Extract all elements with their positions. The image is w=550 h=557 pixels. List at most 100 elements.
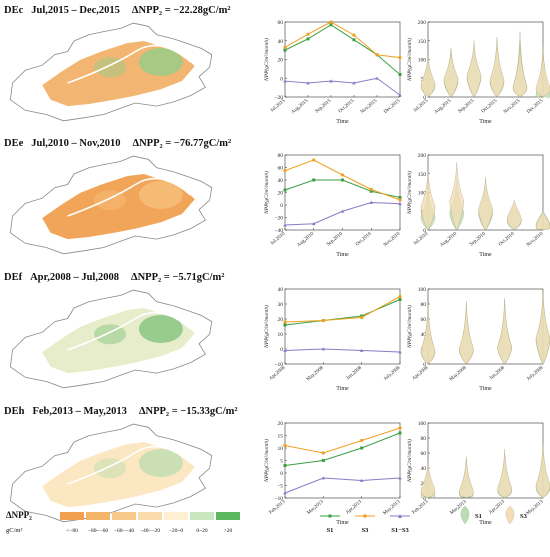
- point-S3: [369, 187, 373, 191]
- violin-xtick-label: Jun,2008: [489, 365, 507, 381]
- violin-ytick-label: 100: [418, 287, 427, 293]
- point-S1: [283, 188, 287, 192]
- line-xlabel: Time: [336, 119, 349, 125]
- line-ytick-label: 10: [278, 332, 284, 338]
- line-frame: [284, 288, 401, 365]
- violin-S3: [466, 40, 482, 98]
- point-diff: [283, 223, 287, 227]
- series-line-S3: [284, 296, 401, 323]
- line-xlabel: Time: [336, 520, 349, 526]
- line-ytick-label: 0: [280, 203, 283, 209]
- violin-chart-DEf: 020406080100Apr,2008May,2008Jun,2008July…: [406, 287, 550, 392]
- map-patch: [94, 324, 126, 345]
- point-S3: [283, 169, 287, 173]
- violin-xtick-label: Oct,2015: [481, 98, 499, 114]
- point-diff: [321, 476, 326, 480]
- panel-row-DEe: DEe Jul,2010 – Nov,2010 ΔNPP₂ = −76.77gC/m…: [4, 138, 550, 258]
- violin-xtick-label: Apr,2013: [488, 499, 506, 515]
- map-DEe: [9, 155, 213, 255]
- line-frame: [284, 154, 401, 231]
- violin-ytick-label: 60: [421, 317, 427, 323]
- violin-S3: [512, 40, 528, 98]
- panel-code: DEe: [4, 138, 24, 149]
- line-xlabel: Time: [336, 386, 349, 392]
- violin-xtick-label: Nov,2010: [526, 231, 545, 248]
- point-diff: [283, 491, 287, 495]
- violin-S3: [420, 461, 436, 499]
- map-DEh: [9, 423, 213, 523]
- line-xtick-label: Apr,2013: [345, 499, 363, 515]
- violin-chart-DEc: 050100150200Jul,2015Aug,2015Sep,2015Oct,…: [406, 20, 550, 125]
- map-patch: [94, 458, 126, 479]
- point-S1: [283, 48, 287, 52]
- map-river: [67, 311, 192, 351]
- violin-xlabel: Time: [479, 119, 492, 125]
- map-patch: [94, 190, 126, 211]
- line-xtick-label: Sep,2010: [326, 231, 344, 247]
- point-diff: [359, 478, 364, 482]
- point-S1: [398, 196, 402, 199]
- legend-bin-label: 0~20: [196, 528, 207, 534]
- series-line-S1: [284, 299, 401, 326]
- line-ytick-label: −5: [277, 484, 283, 490]
- violin-ytick-label: 200: [418, 153, 427, 159]
- line-ytick-label: 40: [278, 178, 284, 184]
- violin-xtick-label: Jul,2015: [413, 98, 430, 113]
- legend-bin-label: −80~−60: [88, 528, 108, 534]
- line-xtick-label: Dec,2015: [383, 98, 401, 115]
- legend-s1-marker: [328, 514, 332, 518]
- panel-code: DEc: [4, 5, 24, 16]
- point-diff: [321, 347, 326, 351]
- point-S1: [283, 323, 287, 327]
- line-ytick-label: 0: [280, 471, 283, 477]
- point-diff: [283, 79, 287, 83]
- line-xtick-label: Aug,2015: [291, 98, 310, 115]
- line-ytick-label: −20: [274, 216, 283, 222]
- violin-xlabel: Time: [479, 252, 492, 258]
- violin-frame: [427, 288, 544, 365]
- point-S3: [321, 318, 325, 323]
- violin-ytick-label: 150: [418, 172, 427, 178]
- line-ytick-label: 60: [278, 166, 284, 172]
- legend-diff-marker: [398, 514, 402, 518]
- series-line-S1: [284, 432, 401, 466]
- violin-S3: [535, 210, 550, 231]
- violin-ylabel: NPP(gC/m²/month): [406, 38, 413, 82]
- violin-S3: [535, 48, 550, 98]
- point-S1: [283, 464, 287, 467]
- violin-S3: [459, 456, 474, 499]
- legend-s1-label: S1: [327, 527, 334, 534]
- point-diff: [398, 476, 402, 480]
- violin-S3: [420, 303, 436, 365]
- series-line-S1: [284, 179, 401, 198]
- violin-S3: [507, 199, 522, 231]
- line-ytick-label: 5: [280, 459, 283, 465]
- series-line-S1−S3: [284, 77, 401, 96]
- line-xtick-label: May,2008: [306, 365, 325, 382]
- panel-title: DEh Feb,2013 – May,2013 ΔNPP₂ = −15.33gC/m…: [4, 406, 238, 417]
- line-ytick-label: 20: [278, 317, 284, 323]
- violin-chart-DEh: 020406080100Feb,2013Mar,2013Apr,2013May,…: [406, 421, 550, 526]
- map-patch: [94, 57, 126, 78]
- violin-ytick-label: 100: [418, 421, 427, 427]
- point-diff: [340, 209, 345, 213]
- point-diff: [283, 348, 287, 352]
- line-ytick-label: 40: [278, 287, 284, 293]
- line-xlabel: Time: [336, 252, 349, 258]
- line-ytick-label: 80: [278, 153, 284, 159]
- point-diff: [398, 93, 402, 97]
- violin-ytick-label: 40: [421, 332, 427, 338]
- line-ytick-label: 0: [280, 347, 283, 353]
- point-diff: [398, 201, 402, 206]
- line-xtick-label: Mar,2013: [307, 499, 325, 516]
- legend-swatch: [112, 512, 136, 520]
- point-S1: [329, 23, 333, 27]
- panel-row-DEh: DEh Feb,2013 – May,2013 ΔNPP₂ = −15.33gC/m…: [4, 406, 550, 526]
- point-S3: [352, 33, 356, 37]
- point-S1: [398, 298, 402, 301]
- point-S3: [283, 45, 287, 49]
- map-patch: [138, 449, 183, 477]
